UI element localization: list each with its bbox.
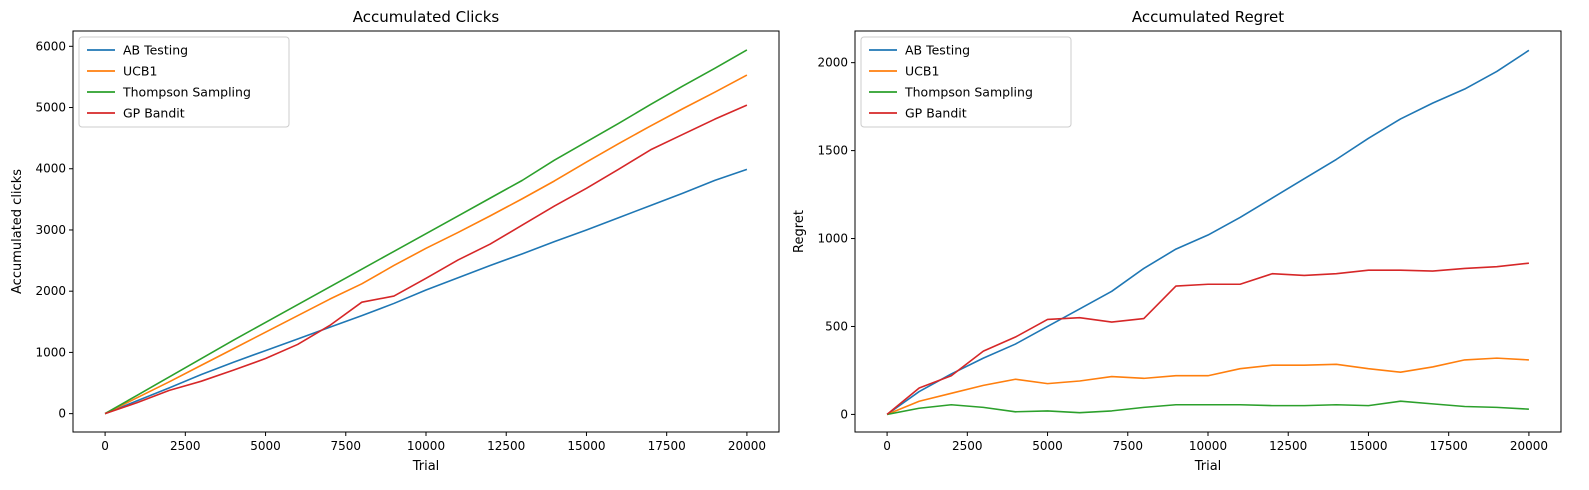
y-tick-label: 2000 <box>817 56 848 70</box>
legend-label: AB Testing <box>123 43 188 58</box>
x-tick-label: 17500 <box>1430 439 1468 453</box>
y-tick-label: 6000 <box>35 39 66 53</box>
series-line-gp-bandit <box>886 262 1529 416</box>
series-line-ab-testing <box>104 168 748 415</box>
legend-label: Thompson Sampling <box>904 85 1033 100</box>
series-line-thompson-sampling <box>104 49 748 415</box>
legend-label: UCB1 <box>905 64 939 79</box>
legend-label: UCB1 <box>123 64 157 79</box>
legend-box <box>78 36 290 128</box>
series-line-ucb1 <box>104 74 748 415</box>
x-tick-label: 17500 <box>648 439 686 453</box>
y-tick-label: 1000 <box>35 345 66 359</box>
y-tick-label: 4000 <box>35 162 66 176</box>
x-tick-label: 7500 <box>1112 439 1143 453</box>
x-axis-label: Trial <box>1194 459 1222 474</box>
y-axis-label: Accumulated clicks <box>10 169 25 294</box>
y-tick-label: 500 <box>825 319 848 333</box>
x-tick-label: 20000 <box>728 439 766 453</box>
x-tick-label: 10000 <box>1189 439 1227 453</box>
legend-box <box>860 36 1072 128</box>
y-tick-label: 1500 <box>817 144 848 158</box>
x-tick-label: 5000 <box>250 439 281 453</box>
legend: AB Testing UCB1 Thompson Sampling GP Bandit <box>860 36 1072 128</box>
legend-label: Thompson Sampling <box>122 85 251 100</box>
x-tick-label: 0 <box>101 439 109 453</box>
chart-title: Accumulated Regret <box>1132 8 1284 26</box>
x-tick-label: 12500 <box>1269 439 1307 453</box>
y-tick-label: 0 <box>840 407 848 421</box>
series-line-ab-testing <box>886 49 1530 416</box>
x-tick-label: 2500 <box>170 439 201 453</box>
y-axis-label: Regret <box>792 210 807 253</box>
y-tick-label: 1000 <box>817 232 848 246</box>
legend-label: GP Bandit <box>905 106 967 121</box>
x-tick-label: 7500 <box>330 439 361 453</box>
legend: AB Testing UCB1 Thompson Sampling GP Bandit <box>78 36 290 128</box>
x-tick-label: 12500 <box>487 439 525 453</box>
x-tick-label: 5000 <box>1032 439 1063 453</box>
legend-label: GP Bandit <box>123 106 185 121</box>
chart-title: Accumulated Clicks <box>353 8 500 26</box>
series-line-gp-bandit <box>104 104 748 415</box>
series-line-thompson-sampling <box>886 400 1529 416</box>
x-tick-label: 15000 <box>567 439 605 453</box>
x-tick-label: 10000 <box>407 439 445 453</box>
legend-label: AB Testing <box>905 43 970 58</box>
x-tick-label: 20000 <box>1510 439 1548 453</box>
y-tick-label: 0 <box>58 407 66 421</box>
y-tick-label: 3000 <box>35 223 66 237</box>
x-tick-label: 15000 <box>1349 439 1387 453</box>
y-tick-label: 2000 <box>35 284 66 298</box>
y-tick-label: 5000 <box>35 101 66 115</box>
x-tick-label: 2500 <box>952 439 983 453</box>
x-tick-label: 0 <box>883 439 891 453</box>
x-axis-label: Trial <box>412 459 440 474</box>
series-line-ucb1 <box>886 357 1529 416</box>
